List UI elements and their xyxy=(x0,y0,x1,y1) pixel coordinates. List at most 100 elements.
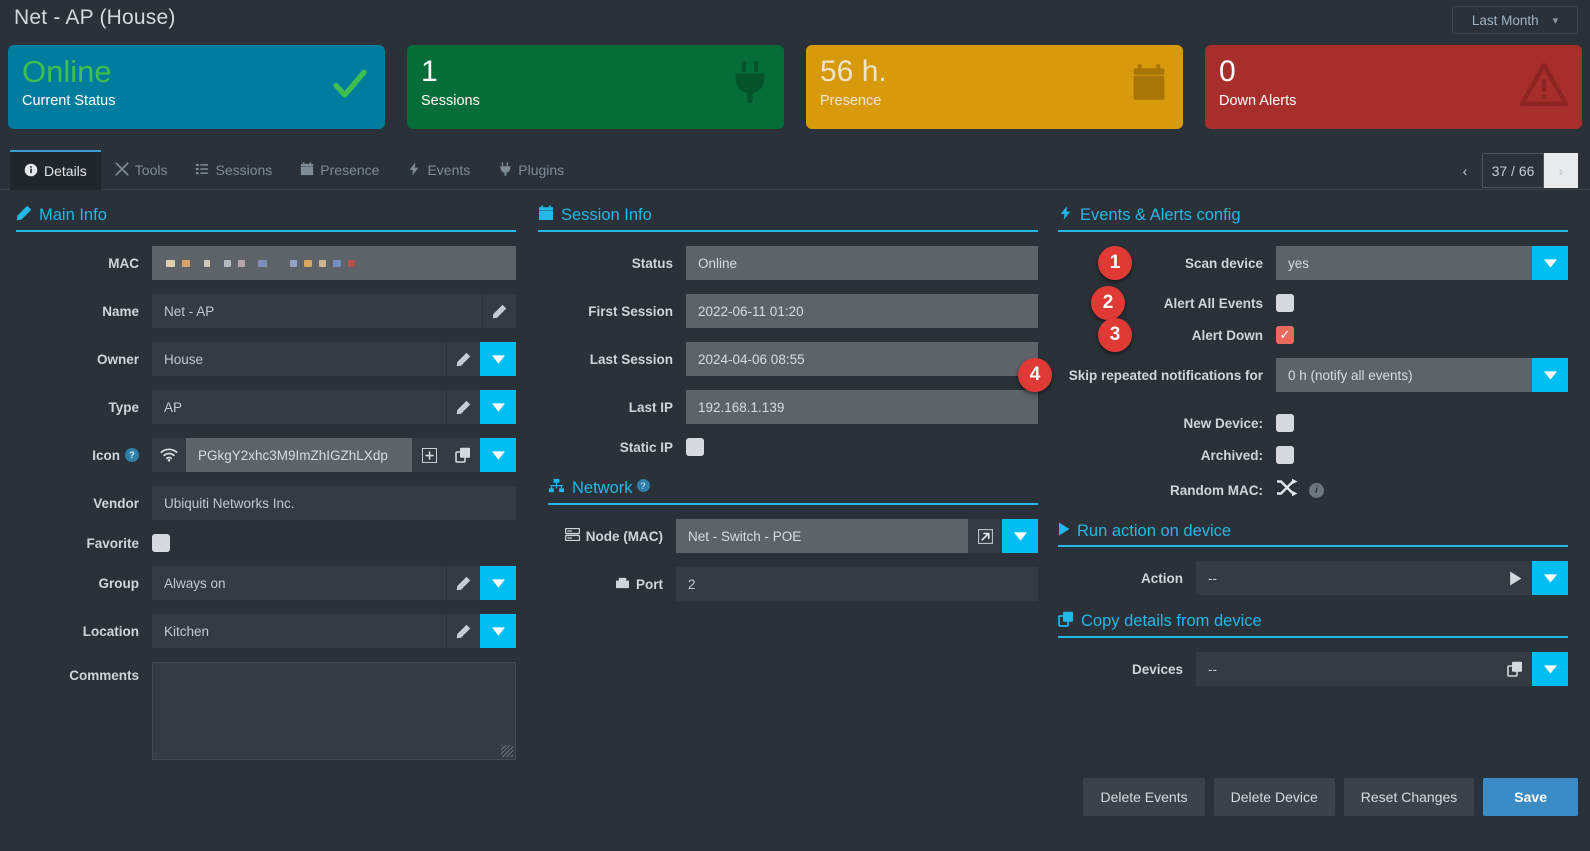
row-skip-repeated: 4 Skip repeated notifications for 0 h (n… xyxy=(1018,358,1568,392)
pagination-next-button[interactable]: › xyxy=(1544,153,1578,188)
plug-icon xyxy=(730,60,770,115)
delete-device-button[interactable]: Delete Device xyxy=(1213,778,1335,816)
location-edit-button[interactable] xyxy=(446,614,480,648)
period-select[interactable]: Last Month ▾ xyxy=(1452,6,1578,34)
stat-card-label: Down Alerts xyxy=(1219,93,1297,109)
group-input[interactable]: Always on xyxy=(152,566,446,600)
icon-copy-button[interactable] xyxy=(446,438,480,472)
section-title: Run action on device xyxy=(1077,522,1232,540)
node-dropdown-button[interactable] xyxy=(1002,519,1038,553)
archived-checkbox[interactable] xyxy=(1276,446,1294,464)
alert-all-events-checkbox[interactable] xyxy=(1276,294,1294,312)
devices-label: Devices xyxy=(1131,661,1183,677)
action-run-button[interactable] xyxy=(1498,561,1532,595)
icon-input[interactable]: PGkgY2xhc3M9ImZhIGZhLXdp xyxy=(186,438,412,472)
tab-bar: Details Tools Sessions Presence xyxy=(0,150,1590,190)
owner-dropdown-button[interactable] xyxy=(480,342,516,376)
row-location: Location Kitchen xyxy=(16,614,516,648)
row-first-session: First Session 2022-06-11 01:20 xyxy=(538,294,1038,328)
devices-dropdown-button[interactable] xyxy=(1532,652,1568,686)
tab-sessions[interactable]: Sessions xyxy=(181,150,286,190)
tab-details[interactable]: Details xyxy=(10,150,101,190)
group-edit-button[interactable] xyxy=(446,566,480,600)
stat-card-value: 56 h. xyxy=(820,55,887,88)
devices-copy-button[interactable] xyxy=(1498,652,1532,686)
alert-down-checkbox[interactable]: ✓ xyxy=(1276,326,1294,344)
location-dropdown-button[interactable] xyxy=(480,614,516,648)
stat-card-value: 1 xyxy=(421,55,438,88)
node-open-link-button[interactable] xyxy=(968,519,1002,553)
tab-presence[interactable]: Presence xyxy=(286,150,393,190)
row-new-device: New Device: xyxy=(1058,414,1568,432)
action-dropdown-button[interactable] xyxy=(1532,561,1568,595)
tab-list: Details Tools Sessions Presence xyxy=(10,150,578,190)
help-icon[interactable]: ? xyxy=(636,479,650,492)
info-icon[interactable]: i xyxy=(1309,482,1324,498)
type-input[interactable]: AP xyxy=(152,390,446,424)
row-node-mac: Node (MAC) Net - Switch - POE xyxy=(548,519,1038,553)
vendor-label: Vendor xyxy=(93,495,139,511)
alert-down-label: Alert Down xyxy=(1191,327,1263,343)
tools-icon xyxy=(115,161,129,179)
warning-triangle-icon xyxy=(1519,63,1569,112)
mac-label: MAC xyxy=(108,255,139,271)
type-dropdown-button[interactable] xyxy=(480,390,516,424)
tab-label: Sessions xyxy=(215,162,273,178)
pagination-counter: 37 / 66 xyxy=(1482,153,1544,188)
tab-label: Tools xyxy=(134,162,168,178)
row-last-session: Last Session 2024-04-06 08:55 xyxy=(538,342,1038,376)
pagination: ‹ 37 / 66 › xyxy=(1448,153,1578,188)
type-edit-button[interactable] xyxy=(446,390,480,424)
new-device-label: New Device: xyxy=(1183,415,1263,431)
group-dropdown-button[interactable] xyxy=(480,566,516,600)
name-input[interactable]: Net - AP xyxy=(152,294,482,328)
pagination-prev-button[interactable]: ‹ xyxy=(1448,153,1482,188)
delete-events-button[interactable]: Delete Events xyxy=(1083,778,1205,816)
stat-cards: Online Current Status 1 Sessions 56 h. P… xyxy=(8,45,1582,129)
static-ip-label: Static IP xyxy=(619,439,673,455)
chevron-down-icon: ▾ xyxy=(1552,14,1559,27)
node-value[interactable]: Net - Switch - POE xyxy=(676,519,968,553)
help-icon[interactable]: ? xyxy=(125,448,139,462)
stat-card-sessions[interactable]: 1 Sessions xyxy=(407,45,784,129)
last-ip-value: 192.168.1.139 xyxy=(686,390,1038,424)
network-header: Network ? xyxy=(548,478,1038,505)
icon-add-button[interactable] xyxy=(412,438,446,472)
stat-card-current-status[interactable]: Online Current Status xyxy=(8,45,385,129)
stat-card-label: Presence xyxy=(820,93,882,109)
devices-select[interactable]: -- xyxy=(1196,652,1498,686)
new-device-checkbox[interactable] xyxy=(1276,414,1294,432)
reset-changes-button[interactable]: Reset Changes xyxy=(1343,778,1475,816)
skip-repeated-dropdown-button[interactable] xyxy=(1532,358,1568,392)
tab-tools[interactable]: Tools xyxy=(101,150,182,190)
icon-dropdown-button[interactable] xyxy=(480,438,516,472)
events-config-section: Events & Alerts config 1 Scan device yes… xyxy=(1018,205,1568,686)
location-input[interactable]: Kitchen xyxy=(152,614,446,648)
owner-edit-button[interactable] xyxy=(446,342,480,376)
action-select[interactable]: -- xyxy=(1196,561,1498,595)
scan-device-dropdown-button[interactable] xyxy=(1532,246,1568,280)
status-value: Online xyxy=(686,246,1038,280)
favorite-checkbox[interactable] xyxy=(152,534,170,552)
skip-repeated-select[interactable]: 0 h (notify all events) xyxy=(1276,358,1532,392)
tab-plugins[interactable]: Plugins xyxy=(484,150,578,190)
comments-textarea[interactable] xyxy=(152,662,516,760)
last-session-label: Last Session xyxy=(589,351,673,367)
scan-device-select[interactable]: yes xyxy=(1276,246,1532,280)
static-ip-checkbox[interactable] xyxy=(686,438,704,456)
name-label: Name xyxy=(102,303,139,319)
stat-card-down-alerts[interactable]: 0 Down Alerts xyxy=(1205,45,1582,129)
group-label: Group xyxy=(98,575,140,591)
tab-events[interactable]: Events xyxy=(393,150,484,190)
save-button[interactable]: Save xyxy=(1483,778,1578,816)
stat-card-presence[interactable]: 56 h. Presence xyxy=(806,45,1183,129)
scan-device-label: Scan device xyxy=(1184,255,1263,271)
name-edit-button[interactable] xyxy=(482,294,516,328)
port-input[interactable]: 2 xyxy=(676,567,1038,601)
page-title: Net - AP (House) xyxy=(14,6,176,29)
type-label: Type xyxy=(108,399,139,415)
owner-input[interactable]: House xyxy=(152,342,446,376)
node-label: Node (MAC) xyxy=(585,528,663,544)
resize-grip-icon[interactable] xyxy=(501,745,513,757)
row-static-ip: Static IP xyxy=(538,438,1038,456)
